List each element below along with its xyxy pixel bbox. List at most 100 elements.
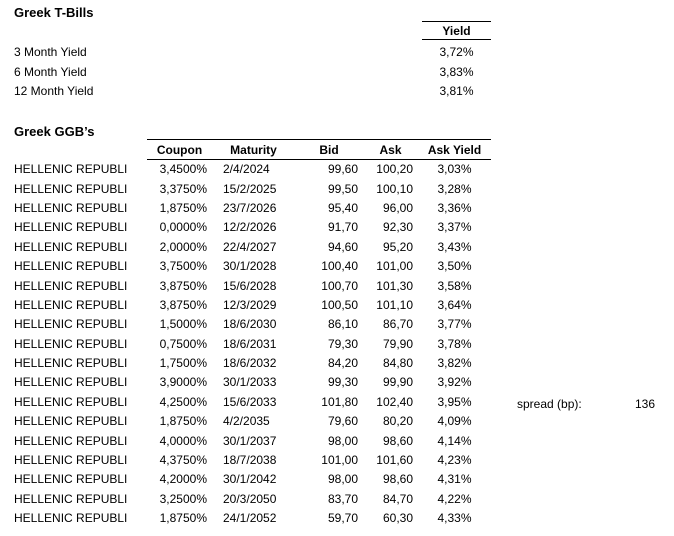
col-header-name-empty bbox=[14, 140, 147, 160]
table-row: HELLENIC REPUBLI 4,3750% 18/7/2038 101,00 10… bbox=[14, 450, 491, 469]
bid-cell: 101,80 bbox=[321, 394, 358, 409]
maturity-cell: 18/6/2030 bbox=[223, 317, 277, 332]
ask-cell: 95,20 bbox=[382, 239, 413, 254]
coupon-cell: 3,8750% bbox=[159, 297, 207, 312]
bid-cell: 79,30 bbox=[327, 336, 358, 351]
ggb-bond-table: Coupon Maturity Bid Ask Ask Yield HELLEN… bbox=[14, 139, 491, 528]
ask-yield-cell: 3,95% bbox=[437, 394, 472, 409]
table-row: HELLENIC REPUBLI 4,2500% 15/6/2033 101,80 10… bbox=[14, 392, 491, 411]
maturity-cell: 30/1/2037 bbox=[223, 433, 277, 448]
table-row: HELLENIC REPUBLI 0,0000% 12/2/2026 91,70 92,… bbox=[14, 218, 491, 237]
ask-yield-cell: 3,58% bbox=[437, 278, 472, 293]
tbill-12m-yield-value: 3,81% bbox=[439, 84, 474, 98]
spread-value: 136 bbox=[634, 397, 655, 411]
table-row: HELLENIC REPUBLI 3,4500% 2/4/2024 99,60 100,… bbox=[14, 160, 491, 179]
ask-yield-cell: 4,22% bbox=[437, 491, 472, 506]
bond-name-cell: HELLENIC REPUBLI bbox=[14, 433, 128, 448]
bid-cell: 99,50 bbox=[327, 181, 358, 196]
ask-cell: 99,90 bbox=[382, 375, 413, 390]
bond-name-cell: HELLENIC REPUBLI bbox=[14, 317, 128, 332]
maturity-cell: 20/3/2050 bbox=[223, 491, 277, 506]
bond-name-cell: HELLENIC REPUBLI bbox=[14, 375, 128, 390]
spread-annotation: spread (bp): 136 bbox=[0, 395, 674, 414]
bond-name-cell: HELLENIC REPUBLI bbox=[14, 278, 128, 293]
table-row: HELLENIC REPUBLI 1,8750% 24/1/2052 59,70 60,… bbox=[14, 509, 491, 528]
maturity-cell: 22/4/2027 bbox=[223, 239, 277, 254]
coupon-cell: 3,2500% bbox=[159, 491, 207, 506]
coupon-cell: 4,2500% bbox=[159, 394, 207, 409]
ask-yield-cell: 4,09% bbox=[437, 414, 472, 429]
ask-yield-cell: 3,28% bbox=[437, 181, 472, 196]
ask-cell: 101,60 bbox=[376, 453, 413, 468]
ask-cell: 98,60 bbox=[382, 472, 413, 487]
coupon-cell: 1,5000% bbox=[159, 317, 207, 332]
bond-name-cell: HELLENIC REPUBLI bbox=[14, 297, 128, 312]
bond-name-cell: HELLENIC REPUBLI bbox=[14, 414, 128, 429]
bond-name-cell: HELLENIC REPUBLI bbox=[14, 356, 128, 371]
table-row: HELLENIC REPUBLI 3,8750% 12/3/2029 100,50 10… bbox=[14, 295, 491, 314]
ask-cell: 101,30 bbox=[376, 278, 413, 293]
bond-name-cell: HELLENIC REPUBLI bbox=[14, 472, 128, 487]
table-row: HELLENIC REPUBLI 3,2500% 20/3/2050 83,70 84,… bbox=[14, 489, 491, 508]
ask-cell: 98,60 bbox=[382, 433, 413, 448]
ask-cell: 101,10 bbox=[376, 297, 413, 312]
maturity-cell: 18/6/2032 bbox=[223, 356, 277, 371]
table-row: HELLENIC REPUBLI 3,8750% 15/6/2028 100,70 10… bbox=[14, 276, 491, 295]
col-header-ask-yield: Ask Yield bbox=[418, 139, 491, 160]
maturity-cell: 30/1/2042 bbox=[223, 472, 277, 487]
ask-yield-cell: 3,03% bbox=[437, 162, 472, 177]
maturity-cell: 18/6/2031 bbox=[223, 336, 277, 351]
coupon-cell: 4,0000% bbox=[159, 433, 207, 448]
ask-cell: 84,70 bbox=[382, 491, 413, 506]
ask-cell: 79,90 bbox=[382, 336, 413, 351]
maturity-cell: 4/2/2035 bbox=[223, 414, 270, 429]
tbill-6m-yield-value: 3,83% bbox=[439, 65, 474, 79]
maturity-cell: 15/2/2025 bbox=[223, 181, 277, 196]
bid-cell: 98,00 bbox=[327, 472, 358, 487]
ask-yield-cell: 4,33% bbox=[437, 511, 472, 526]
col-header-maturity: Maturity bbox=[212, 139, 295, 160]
ask-cell: 84,80 bbox=[382, 356, 413, 371]
tbill-row: 6 Month Yield 3,83% bbox=[0, 63, 674, 82]
table-row: HELLENIC REPUBLI 4,2000% 30/1/2042 98,00 98,… bbox=[14, 470, 491, 489]
ask-yield-cell: 4,14% bbox=[437, 433, 472, 448]
coupon-cell: 0,7500% bbox=[159, 336, 207, 351]
bond-name-cell: HELLENIC REPUBLI bbox=[14, 511, 128, 526]
ask-yield-cell: 3,92% bbox=[437, 375, 472, 390]
tbill-3m-label: 3 Month Yield bbox=[14, 45, 87, 59]
bid-cell: 100,40 bbox=[321, 259, 358, 274]
coupon-cell: 1,8750% bbox=[159, 200, 207, 215]
bid-cell: 83,70 bbox=[327, 491, 358, 506]
bond-name-cell: HELLENIC REPUBLI bbox=[14, 220, 128, 235]
bid-cell: 86,10 bbox=[327, 317, 358, 332]
tbills-section-title: Greek T-Bills bbox=[14, 5, 94, 20]
ask-yield-cell: 3,43% bbox=[437, 239, 472, 254]
bond-name-cell: HELLENIC REPUBLI bbox=[14, 453, 128, 468]
table-row: HELLENIC REPUBLI 0,7500% 18/6/2031 79,30 79,… bbox=[14, 334, 491, 353]
coupon-cell: 4,3750% bbox=[159, 453, 207, 468]
bond-name-cell: HELLENIC REPUBLI bbox=[14, 239, 128, 254]
maturity-cell: 15/6/2033 bbox=[223, 394, 277, 409]
bid-cell: 59,70 bbox=[327, 511, 358, 526]
bond-name-cell: HELLENIC REPUBLI bbox=[14, 200, 128, 215]
bid-cell: 99,30 bbox=[327, 375, 358, 390]
ask-yield-cell: 3,78% bbox=[437, 336, 472, 351]
bid-cell: 95,40 bbox=[327, 200, 358, 215]
bid-cell: 99,60 bbox=[327, 162, 358, 177]
table-row: HELLENIC REPUBLI 1,5000% 18/6/2030 86,10 86,… bbox=[14, 315, 491, 334]
coupon-cell: 3,9000% bbox=[159, 375, 207, 390]
ask-cell: 100,20 bbox=[376, 162, 413, 177]
coupon-cell: 1,7500% bbox=[159, 356, 207, 371]
col-header-bid: Bid bbox=[295, 139, 363, 160]
ask-yield-cell: 3,77% bbox=[437, 317, 472, 332]
ask-cell: 86,70 bbox=[382, 317, 413, 332]
maturity-cell: 15/6/2028 bbox=[223, 278, 277, 293]
spread-label: spread (bp): bbox=[517, 397, 582, 411]
ask-yield-cell: 4,23% bbox=[437, 453, 472, 468]
coupon-cell: 3,3750% bbox=[159, 181, 207, 196]
ggb-section-title: Greek GGB’s bbox=[14, 124, 95, 139]
coupon-cell: 2,0000% bbox=[159, 239, 207, 254]
table-row: HELLENIC REPUBLI 4,0000% 30/1/2037 98,00 98,… bbox=[14, 431, 491, 450]
coupon-cell: 3,7500% bbox=[159, 259, 207, 274]
